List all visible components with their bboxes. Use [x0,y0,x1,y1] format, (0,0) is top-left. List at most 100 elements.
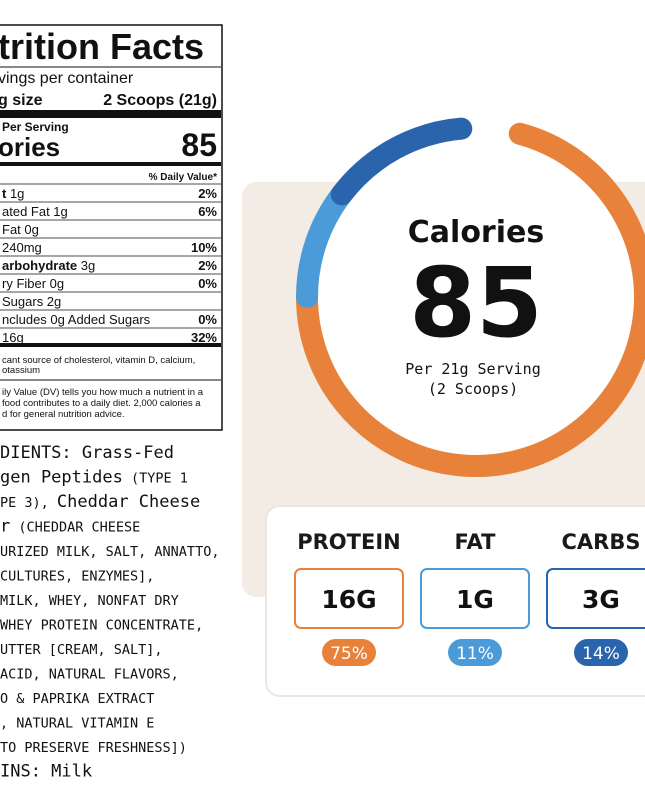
ingredient-line: O & PAPRIKA EXTRACT [0,691,154,707]
ingredient-heading: Cheddar Cheese [57,492,200,512]
macro-box [294,568,404,629]
footnote: otassium [2,365,40,376]
row-plain: Sugars 2g [2,294,61,309]
label-rows: t 1g 2% ated Fat 1g 6% Fat 0g 240mg 10% arbohy… [0,183,221,345]
ingredient-text: TO PRESERVE FRESHNESS]) [0,740,187,756]
ingredient-line: MILK, WHEY, NONFAT DRY [0,593,179,609]
thick-bar [0,110,221,118]
ingredient-line: CULTURES, ENZYMES], [0,569,154,585]
macro-pill [322,639,376,666]
ingredient-text: CULTURES, ENZYMES], [0,569,154,585]
servings: vings per container [0,70,134,87]
row-dv: 0% [198,276,217,291]
macro-amount: 3G [582,585,620,614]
ingredient-text: WHEY PROTEIN CONCENTRATE, [0,618,203,634]
ingredient-line: gen Peptides (TYPE 1 [0,468,188,488]
row-plain: 1g [6,186,24,201]
ingredient-text: MILK, WHEY, NONFAT DRY [0,593,179,609]
ingredient-text: URIZED MILK, SALT, ANNATTO, [0,544,219,560]
macro-box [546,568,645,629]
row-dv: 6% [198,204,217,219]
ingredient-text: UTTER [CREAM, SALT], [0,642,163,658]
ingredient-text: O & PAPRIKA EXTRACT [0,691,154,707]
medium-bar [0,343,221,347]
macro-pill [448,639,502,666]
row-dv: 0% [198,312,217,327]
row-text: ry Fiber 0g [2,276,64,291]
ingredient-line: URIZED MILK, SALT, ANNATTO, [0,544,219,560]
row-plain: 16g [2,330,24,345]
info-scoops: (2 Scoops) [428,380,518,398]
info-value: 85 [409,247,543,359]
ingredient-line: , NATURAL VITAMIN E [0,716,154,732]
ingredient-line: ACID, NATURAL FLAVORS, [0,667,179,683]
row-plain: 240mg [2,240,42,255]
ingredient-text: (CHEDDAR CHEESE [10,520,140,536]
macro-box [420,568,530,629]
ingredient-text: PE 3), [0,495,57,511]
row-text: ncludes 0g Added Sugars [2,312,151,327]
row-dv: 2% [198,186,217,201]
macro-name: FAT [455,530,497,554]
row-bold: t [2,186,7,201]
ingredient-line: UTTER [CREAM, SALT], [0,642,163,658]
ingredient-heading: INS: Milk [0,762,92,782]
row-text: 240mg [2,240,42,255]
row-text: ated Fat 1g [2,204,68,219]
macro-percent: 11% [456,644,494,664]
label-title: trition Facts [0,26,204,67]
donut-segment [296,183,353,308]
row-text: Fat 0g [2,222,39,237]
macro-amount: 1G [456,585,494,614]
footnote: cant source of cholesterol, vitamin D, c… [2,355,195,366]
row-plain: ry Fiber 0g [2,276,64,291]
info-title: Calories [408,215,544,250]
footnote: d for general nutrition advice. [2,409,125,420]
macros: PROTEIN 16G 75% FAT 1G 11% CARBS 3G 14% [294,530,645,666]
medium-bar [0,162,221,166]
ingredient-line: INS: Milk [0,762,92,782]
ingredient-line: WHEY PROTEIN CONCENTRATE, [0,618,203,634]
row-text: arbohydrate 3g [2,258,95,273]
macro-percent: 14% [582,644,620,664]
per-serving: Per Serving [2,120,69,134]
row-text: t 1g [2,186,24,201]
ingredient-line: TO PRESERVE FRESHNESS]) [0,740,187,756]
macro-name: CARBS [562,530,641,554]
donut-segment [296,122,645,477]
row-dv: 2% [198,258,217,273]
donut-inner [308,129,644,465]
row-plain: 3g [77,258,95,273]
ingredient-text: ACID, NATURAL FLAVORS, [0,667,179,683]
ingredient-line: PE 3), Cheddar Cheese [0,492,200,512]
ingredient-heading: gen Peptides [0,468,123,488]
donut [296,117,645,477]
macro-amount: 16G [321,585,376,614]
calories: 85 [181,127,217,163]
ingredient-heading: r [0,517,10,537]
row-text: Sugars 2g [2,294,61,309]
calories-label: ories [0,132,60,162]
info-serving: Per 21g Serving [405,360,540,378]
label-box [0,24,223,431]
row-text: 16g [2,330,24,345]
row-dv: 10% [191,240,217,255]
row-dv: 32% [191,330,217,345]
macro-pill [574,639,628,666]
ingredient-heading: DIENTS: Grass-Fed [0,443,174,463]
row-bold: arbohydrate [2,258,77,273]
ingredient-line: DIENTS: Grass-Fed [0,443,174,463]
ingredient-text: , NATURAL VITAMIN E [0,716,154,732]
row-plain: ated Fat 1g [2,204,68,219]
ingredients: DIENTS: Grass-Fed gen Peptides (TYPE 1 PE … [0,443,219,782]
ingredient-line: r (CHEDDAR CHEESE [0,517,140,537]
serving-size-label: g size [0,92,43,109]
footnote: ily Value (DV) tells you how much a nutr… [2,387,204,398]
footnote: food contributes to a daily diet. 2,000 … [2,398,201,409]
ingredient-text: (TYPE 1 [123,471,188,487]
row-plain: ncludes 0g Added Sugars [2,312,151,327]
macro-name: PROTEIN [297,530,400,554]
donut-segment [330,117,473,206]
macro-percent: 75% [330,644,368,664]
